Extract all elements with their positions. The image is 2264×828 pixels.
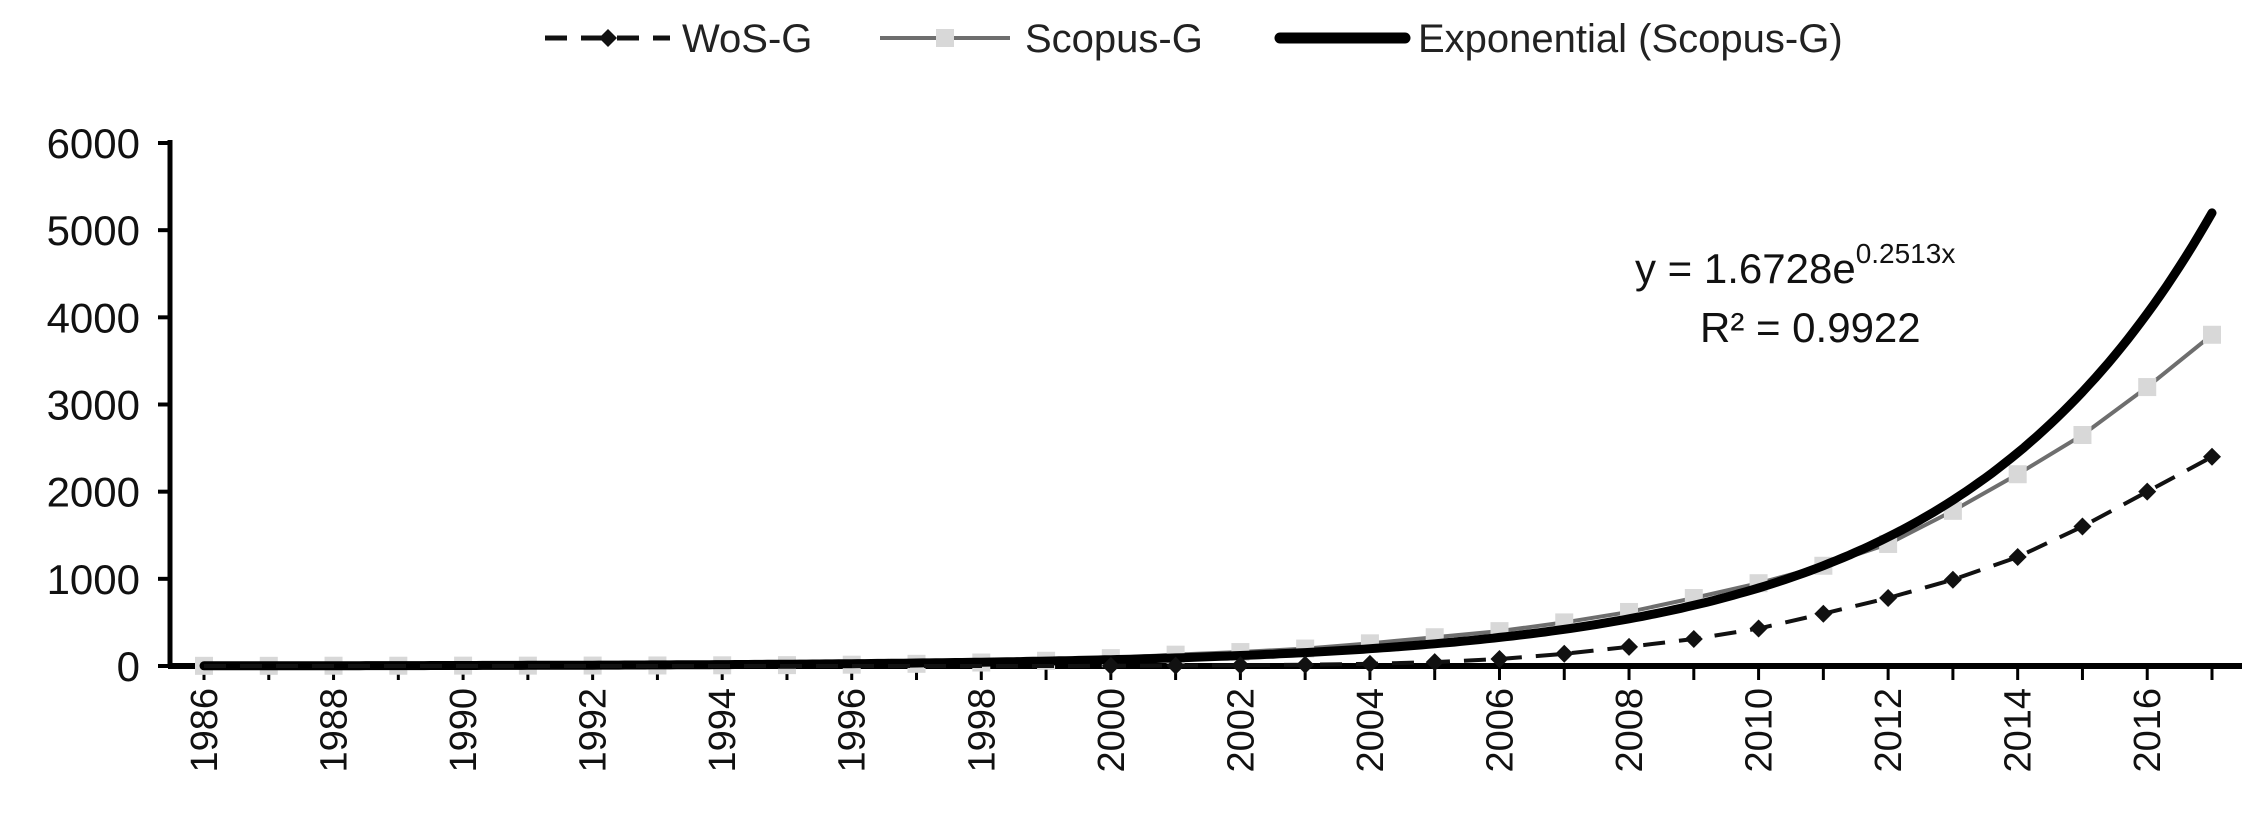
trendline-equation: y = 1.6728e0.2513x <box>1635 238 1955 292</box>
wos-g-point <box>1296 655 1315 674</box>
x-tick-label: 2010 <box>1739 688 1781 773</box>
wos-g-point <box>1943 570 1962 589</box>
wos-g-point <box>1360 654 1379 673</box>
x-tick-label: 2008 <box>1609 688 1651 773</box>
wos-g-point <box>1231 656 1250 675</box>
x-tick-label: 1998 <box>961 688 1003 773</box>
x-tick-label: 1988 <box>314 688 356 773</box>
y-axis-ticks: 0 1000 2000 3000 4000 5000 6000 <box>47 120 170 690</box>
wos-g-point <box>2073 517 2092 536</box>
trendline-r-squared: R² = 0.9922 <box>1700 304 1921 351</box>
wos-g-point <box>1425 653 1444 672</box>
x-tick-label: 2016 <box>2127 688 2169 773</box>
wos-g-point <box>1555 644 1574 663</box>
x-tick-label: 2006 <box>1479 688 1521 773</box>
legend-scopus-label: Scopus-G <box>1025 17 1203 61</box>
wos-g-line <box>204 455 2213 668</box>
wos-g-point <box>1620 637 1639 656</box>
y-tick-label: 4000 <box>47 294 140 341</box>
wos-g-point <box>2138 482 2157 501</box>
scopus-g-point <box>2138 378 2157 397</box>
x-tick-label: 2004 <box>1350 688 1392 773</box>
x-axis-ticks: 1986 1988 1990 1992 1994 1996 1998 2000 2002 2004… <box>184 666 2214 773</box>
x-tick-label: 2014 <box>1998 688 2040 773</box>
legend: WoS-G Scopus-G Exponential (Scopus-G) <box>545 17 1843 61</box>
wos-g-point <box>1101 656 1120 675</box>
wos-g-point <box>1684 629 1703 648</box>
y-tick-label: 5000 <box>47 207 140 254</box>
legend-wos-label: WoS-G <box>682 17 812 61</box>
wos-g-point <box>2008 548 2027 567</box>
legend-scopus-square-icon <box>936 29 954 47</box>
y-tick-label: 1000 <box>47 556 140 603</box>
trendline-equation-base: y = 1.6728e <box>1635 245 1856 292</box>
x-tick-label: 1996 <box>832 688 874 773</box>
x-tick-label: 1990 <box>443 688 485 773</box>
scopus-g-point <box>2073 426 2092 445</box>
scopus-g-line <box>204 333 2214 668</box>
exponential-trend-line <box>199 208 2217 671</box>
y-tick-label: 2000 <box>47 469 140 516</box>
legend-exponential-label: Exponential (Scopus-G) <box>1418 17 1843 61</box>
scopus-g-point <box>2203 325 2221 344</box>
x-tick-label: 1986 <box>184 688 226 773</box>
trendline-equation-exponent: 0.2513x <box>1856 238 1956 269</box>
y-tick-label: 3000 <box>47 382 140 429</box>
wos-g-point <box>1749 619 1768 638</box>
x-tick-label: 2012 <box>1868 688 1910 773</box>
x-tick-label: 2000 <box>1091 688 1133 773</box>
x-tick-label: 2002 <box>1220 688 1262 773</box>
series-exponential-scopus-g <box>199 208 2217 671</box>
scopus-g-point <box>2008 465 2027 484</box>
y-tick-label: 0 <box>117 643 140 690</box>
series-wos-g <box>204 447 2221 675</box>
wos-g-point <box>2203 447 2221 466</box>
wos-g-point <box>1814 604 1833 623</box>
y-tick-label: 6000 <box>47 120 140 167</box>
wos-g-point <box>1879 589 1898 608</box>
x-tick-label: 1994 <box>702 688 744 773</box>
wos-g-point <box>1490 650 1509 669</box>
legend-wos-diamond-icon <box>599 29 617 47</box>
wos-g-point <box>1166 656 1185 675</box>
series-scopus-g <box>195 325 2221 675</box>
x-tick-label: 1992 <box>573 688 615 773</box>
